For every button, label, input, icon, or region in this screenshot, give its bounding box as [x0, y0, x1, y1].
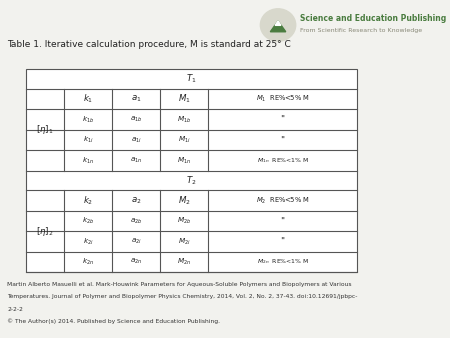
Circle shape — [261, 9, 296, 41]
Text: $a_{1b}$: $a_{1b}$ — [130, 115, 143, 124]
Text: $k_{2b}$: $k_{2b}$ — [82, 216, 94, 226]
Text: Temperatures. Journal of Polymer and Biopolymer Physics Chemistry, 2014, Vol. 2,: Temperatures. Journal of Polymer and Bio… — [7, 294, 358, 299]
Polygon shape — [270, 21, 286, 32]
Text: $a_{1n}$: $a_{1n}$ — [130, 156, 143, 165]
Text: Martin Alberto Masuelli et al. Mark-Houwink Parameters for Aqueous-Soluble Polym: Martin Alberto Masuelli et al. Mark-Houw… — [7, 282, 352, 287]
Text: 2-2-2: 2-2-2 — [7, 307, 23, 312]
Text: $k_2$: $k_2$ — [83, 194, 94, 207]
Text: $M_2$  RE%<5% M: $M_2$ RE%<5% M — [256, 195, 310, 206]
Text: $k_{1i}$: $k_{1i}$ — [83, 135, 94, 145]
Text: ": " — [281, 115, 285, 124]
Text: $M_1$  RE%<5% M: $M_1$ RE%<5% M — [256, 94, 310, 104]
Text: $k_{2i}$: $k_{2i}$ — [83, 236, 94, 246]
Text: ": " — [281, 237, 285, 246]
Text: $[\eta]_2$: $[\eta]_2$ — [36, 225, 54, 238]
Text: $k_1$: $k_1$ — [83, 93, 94, 105]
Text: $M_{2i}$: $M_{2i}$ — [178, 236, 190, 246]
Text: ": " — [281, 136, 285, 145]
Text: $k_{2n}$: $k_{2n}$ — [82, 257, 94, 267]
Text: Science and Education Publishing: Science and Education Publishing — [300, 14, 446, 23]
Text: Table 1. Iterative calculation procedure, M is standard at 25° C: Table 1. Iterative calculation procedure… — [7, 40, 291, 49]
Text: $a_{2n}$: $a_{2n}$ — [130, 257, 143, 266]
Polygon shape — [275, 21, 281, 25]
Text: $M_{1b}$: $M_{1b}$ — [177, 115, 191, 125]
Text: $M_2$: $M_2$ — [178, 194, 190, 207]
Text: $k_{1n}$: $k_{1n}$ — [82, 155, 94, 166]
Text: $M_{1i}$: $M_{1i}$ — [178, 135, 190, 145]
Text: $a_2$: $a_2$ — [131, 195, 142, 206]
Text: $a_{1i}$: $a_{1i}$ — [131, 136, 142, 145]
Text: From Scientific Research to Knowledge: From Scientific Research to Knowledge — [300, 28, 422, 33]
Text: $T_2$: $T_2$ — [186, 174, 197, 187]
Text: © The Author(s) 2014. Published by Science and Education Publishing.: © The Author(s) 2014. Published by Scien… — [7, 319, 220, 324]
Text: $[\eta]_1$: $[\eta]_1$ — [36, 123, 54, 136]
Text: $M_{1n}$: $M_{1n}$ — [177, 155, 191, 166]
FancyBboxPatch shape — [26, 69, 357, 272]
Text: $M_{1n}$  RE%<1% M: $M_{1n}$ RE%<1% M — [256, 156, 309, 165]
Text: $M_1$: $M_1$ — [178, 93, 190, 105]
Text: $a_1$: $a_1$ — [131, 94, 142, 104]
Text: $k_{1b}$: $k_{1b}$ — [82, 115, 94, 125]
Text: ": " — [281, 216, 285, 225]
Text: $M_{2b}$: $M_{2b}$ — [177, 216, 191, 226]
Text: $T_1$: $T_1$ — [186, 73, 197, 85]
Text: $a_{2b}$: $a_{2b}$ — [130, 216, 143, 225]
Text: $M_{2n}$: $M_{2n}$ — [177, 257, 191, 267]
Text: $M_{2n}$  RE%<1% M: $M_{2n}$ RE%<1% M — [256, 258, 309, 266]
Text: $a_{2i}$: $a_{2i}$ — [131, 237, 142, 246]
